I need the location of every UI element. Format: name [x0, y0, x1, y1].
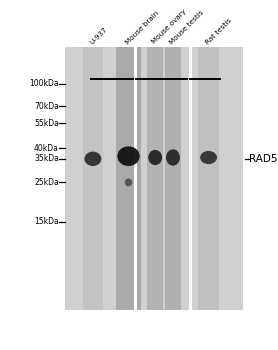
Text: Mouse testis: Mouse testis	[169, 9, 205, 46]
Ellipse shape	[166, 149, 180, 166]
Text: RAD51: RAD51	[249, 154, 278, 164]
Ellipse shape	[125, 178, 132, 186]
Text: Rat testis: Rat testis	[204, 17, 233, 46]
Bar	[147, 47, 163, 310]
Text: 55kDa: 55kDa	[34, 119, 59, 128]
Text: Mouse brain: Mouse brain	[124, 10, 160, 46]
Bar	[134, 47, 137, 310]
Bar	[189, 47, 192, 310]
Text: 35kDa: 35kDa	[34, 154, 59, 163]
Ellipse shape	[85, 152, 101, 166]
Bar	[198, 47, 219, 310]
Bar	[116, 47, 140, 310]
Text: Mouse ovary: Mouse ovary	[151, 9, 188, 46]
Text: 15kDa: 15kDa	[34, 217, 59, 226]
Text: 100kDa: 100kDa	[29, 79, 59, 89]
Bar	[65, 47, 243, 310]
Ellipse shape	[117, 146, 140, 166]
Ellipse shape	[148, 150, 162, 165]
Text: 40kDa: 40kDa	[34, 144, 59, 153]
Text: 25kDa: 25kDa	[34, 178, 59, 187]
Ellipse shape	[200, 151, 217, 164]
Bar	[165, 47, 181, 310]
Text: U-937: U-937	[89, 26, 108, 46]
Text: 70kDa: 70kDa	[34, 102, 59, 111]
Bar	[83, 47, 103, 310]
